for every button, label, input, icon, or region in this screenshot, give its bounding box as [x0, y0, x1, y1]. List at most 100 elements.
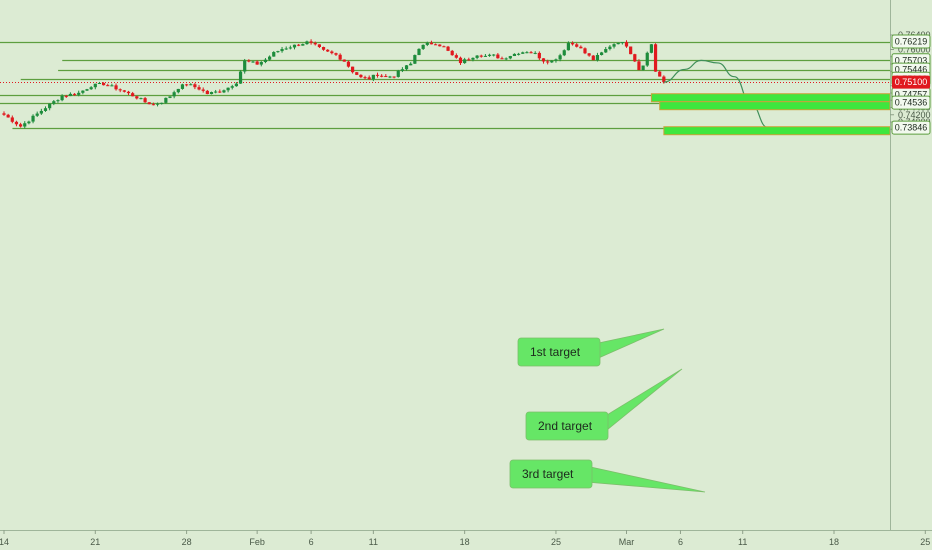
target-zone-3 [663, 126, 891, 136]
candle-body [608, 46, 612, 50]
x-tick-label: 6 [309, 537, 314, 547]
candle-body [662, 76, 666, 83]
candle-body [155, 103, 160, 105]
candle-body [583, 48, 587, 54]
candle-body [263, 59, 268, 63]
candle-body [637, 61, 641, 71]
candle-body [658, 71, 662, 77]
candle-body [633, 54, 637, 62]
candle-body [205, 90, 209, 95]
candle-body [338, 54, 342, 60]
candle-body [492, 54, 496, 56]
level-badge-label: 0.74757 [895, 90, 928, 100]
level-badge-label: 0.74536 [895, 98, 928, 108]
level-badge-label: 0.76219 [895, 37, 928, 47]
candle-body [160, 102, 164, 104]
candle-body [388, 76, 392, 78]
candle-body [446, 46, 450, 51]
candle-body [371, 74, 375, 80]
candle-body [89, 87, 93, 90]
candle-body [126, 91, 131, 94]
candle-body [309, 41, 313, 43]
candle-body [189, 84, 193, 86]
candle-body [641, 65, 645, 71]
candle-body [458, 57, 463, 64]
candle-body [653, 44, 658, 72]
candle-body [454, 55, 458, 58]
candle-body [122, 90, 126, 92]
candle-body [185, 84, 189, 86]
candle-body [321, 47, 326, 50]
candle-body [226, 87, 230, 91]
candle-body [562, 50, 566, 56]
candle-body [193, 84, 197, 88]
candle-body [214, 91, 218, 93]
candle-body [35, 113, 39, 116]
x-tick-label: Feb [249, 537, 265, 547]
candle-body [243, 60, 247, 72]
candle-body [438, 44, 442, 47]
callout-box [525, 411, 609, 441]
candle-body [346, 61, 351, 67]
candle-body [471, 57, 475, 60]
candle-body [558, 55, 562, 60]
candle-body [442, 46, 446, 48]
x-tick-label: 18 [829, 537, 839, 547]
candle-body [421, 44, 425, 49]
x-tick-label: 6 [678, 537, 683, 547]
candle-body [521, 52, 525, 54]
candle-body [575, 44, 579, 47]
candle-body [2, 113, 6, 115]
candle-body [500, 58, 504, 60]
candle-body [554, 59, 558, 61]
level-badge-label: 0.75446 [895, 65, 928, 75]
price-badges: 0.762190.757030.754460.751920.747570.745… [891, 34, 931, 135]
callout-label: 3rd target [522, 467, 574, 481]
current-price-badge [892, 75, 930, 89]
candle-body [483, 55, 487, 57]
candle-body [68, 93, 72, 97]
candle-body [10, 117, 14, 122]
candle-body [616, 42, 620, 45]
candle-body [533, 52, 537, 54]
callout-label: 1st target [530, 345, 581, 359]
candle-body [434, 44, 438, 46]
x-tick-label: 18 [460, 537, 470, 547]
candle-body [342, 59, 346, 62]
candle-body [288, 47, 292, 49]
candle-body [218, 91, 222, 93]
y-tick-label: 0.76000 [898, 45, 931, 55]
candle-body [222, 90, 226, 93]
candle-body [317, 44, 321, 48]
x-tick-label: 14 [0, 537, 9, 547]
candle-body [102, 83, 106, 86]
candle-body [280, 48, 284, 52]
candle-body [517, 53, 521, 55]
candle-body [649, 44, 653, 53]
candle-body [259, 62, 263, 65]
candle-body [247, 60, 251, 62]
candle-body [413, 55, 417, 64]
candle-body [234, 83, 238, 87]
candle-body [595, 54, 600, 61]
candle-body [604, 49, 608, 53]
candle-body [110, 85, 114, 87]
candle-body [230, 86, 234, 88]
candle-body [180, 84, 185, 89]
x-tick-label: Mar [619, 537, 635, 547]
candle-body [151, 104, 155, 106]
level-badge-label: 0.75703 [895, 55, 928, 65]
candle-body [550, 60, 554, 63]
candle-body [529, 52, 533, 54]
candle-body [629, 46, 633, 55]
level-badge-label: 0.73846 [895, 123, 928, 133]
level-badge [891, 95, 931, 110]
callout-box [509, 459, 593, 489]
candle-body [351, 66, 355, 73]
candle-body [284, 48, 288, 50]
candle-body [251, 61, 255, 63]
candle-body [143, 98, 147, 103]
candle-body [6, 114, 10, 118]
x-tick-label: 21 [90, 537, 100, 547]
candle-body [305, 41, 309, 45]
